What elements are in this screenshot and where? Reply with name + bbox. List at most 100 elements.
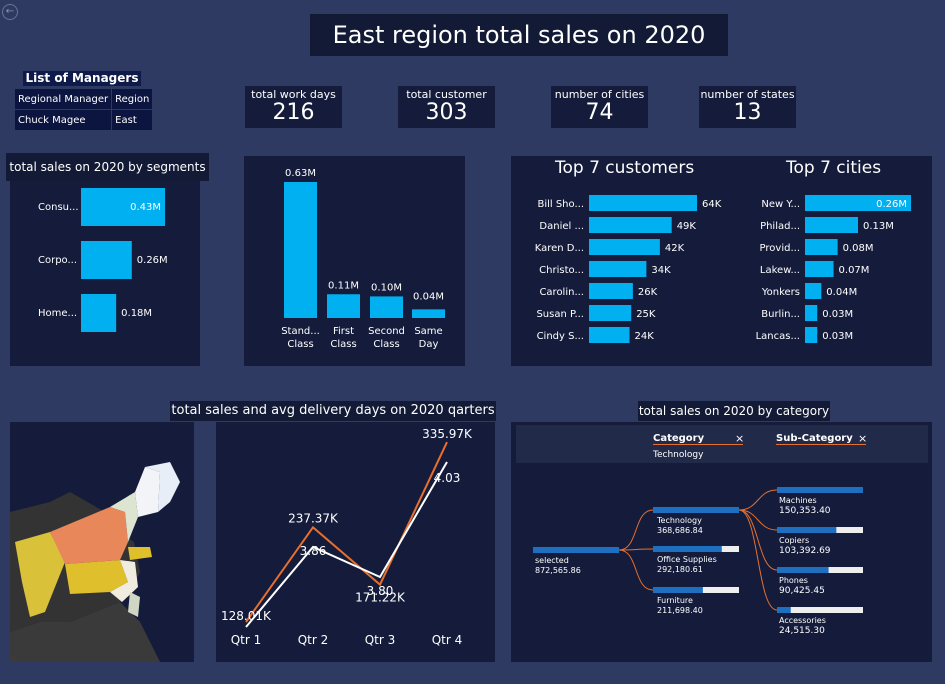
customer-value-label: 34K (651, 265, 671, 276)
decomp-node-label: Furniture (657, 596, 693, 605)
city-value-label: 0.08M (843, 243, 874, 254)
close-icon[interactable]: × (858, 432, 868, 445)
sales-value-label: 335.97K (422, 427, 473, 441)
customer-bar[interactable] (589, 195, 697, 211)
segment-value-label: 0.18M (121, 308, 152, 319)
ship-bar[interactable] (327, 294, 360, 318)
decomp-node-bar[interactable] (653, 546, 722, 552)
customer-bar[interactable] (589, 217, 672, 233)
decomp-node-bar[interactable] (653, 507, 739, 513)
sales-value-label: 171.22K (355, 591, 406, 605)
decomp-node-bar[interactable] (777, 607, 791, 613)
state-shape[interactable] (128, 592, 140, 617)
kpi-states: number of states 13 (699, 86, 796, 128)
state-shape[interactable] (135, 467, 160, 517)
city-label: Yonkers (761, 287, 800, 298)
filter-subcategory-label[interactable]: Sub-Category (776, 433, 866, 445)
city-bar[interactable] (805, 283, 822, 299)
ship-value-label: 0.63M (285, 168, 316, 179)
customer-value-label: 24K (635, 331, 655, 342)
customer-bar[interactable] (589, 261, 647, 277)
customer-value-label: 42K (665, 243, 685, 254)
decomp-link (738, 509, 778, 611)
city-bar[interactable] (805, 195, 911, 211)
quarters-panel (216, 422, 495, 662)
quarters-title: total sales and avg delivery days on 202… (170, 401, 496, 421)
kpi-value: 303 (425, 100, 468, 125)
east-region-map (10, 462, 180, 662)
state-shape[interactable] (110, 492, 138, 542)
customer-label: Susan P... (536, 309, 584, 320)
segment-label: Corpo... (38, 255, 77, 266)
city-bar[interactable] (805, 327, 818, 343)
decomp-node-bar[interactable] (777, 567, 829, 573)
customer-bar[interactable] (589, 327, 630, 343)
customer-label: Karen D... (535, 243, 584, 254)
top-panel (511, 156, 932, 366)
state-shape[interactable] (110, 560, 138, 602)
sales-line[interactable] (245, 441, 448, 623)
kpi-label: number of cities (554, 88, 645, 101)
managers-title: List of Managers (23, 71, 141, 86)
decomp-node-label: Machines (779, 496, 817, 505)
segment-label: Home... (38, 308, 77, 319)
state-shape[interactable] (128, 547, 152, 560)
decomp-node-label: Office Supplies (657, 555, 717, 564)
close-icon[interactable]: × (735, 432, 745, 445)
ship-bar[interactable] (284, 182, 317, 318)
decomp-link (738, 489, 778, 511)
filter-category-label[interactable]: Category (653, 433, 743, 445)
segment-bar[interactable] (81, 241, 132, 279)
delivery-days-line[interactable] (245, 461, 448, 628)
decomp-root-value: 872,565.86 (535, 566, 581, 575)
state-shape[interactable] (65, 560, 128, 594)
customer-bar[interactable] (589, 283, 633, 299)
city-bar[interactable] (805, 261, 834, 277)
state-shape[interactable] (145, 462, 180, 512)
customer-label: Carolin... (539, 287, 584, 298)
segment-bar[interactable] (81, 188, 165, 226)
decomp-node-track[interactable] (777, 607, 863, 613)
segment-value-label: 0.43M (130, 202, 161, 213)
city-label: Burlin... (761, 309, 800, 320)
customer-value-label: 26K (638, 287, 658, 298)
city-bar[interactable] (805, 305, 818, 321)
decomp-link (618, 509, 654, 551)
quarter-label: Qtr 4 (432, 633, 463, 647)
segments-chart: Consu... 0.43M Corpo... 0.26M Home... 0.18M (38, 188, 168, 332)
ship-category-label: Same (414, 326, 442, 337)
managers-header-region: Region (111, 88, 154, 110)
city-value-label: 0.07M (839, 265, 870, 276)
managers-table: Regional Manager Region Chuck Magee East (13, 88, 154, 131)
kpi-label: total customer (406, 88, 487, 101)
ship-category-label: Stand... (281, 326, 320, 337)
cities-title: Top 7 cities (786, 158, 882, 178)
ship-category-label: Second (368, 326, 405, 337)
city-bar[interactable] (805, 217, 858, 233)
decomp-node-bar[interactable] (777, 527, 837, 533)
quarter-label: Qtr 1 (231, 633, 262, 647)
quarter-label: Qtr 2 (298, 633, 329, 647)
state-shape[interactable] (15, 532, 65, 617)
back-arrow-icon[interactable]: ← (2, 4, 18, 20)
segment-bar[interactable] (81, 294, 117, 332)
customer-bar[interactable] (589, 305, 632, 321)
ship-bar[interactable] (370, 296, 403, 318)
delivery-value-label: 3.80 (367, 584, 394, 598)
decomp-node-bar[interactable] (777, 487, 863, 493)
customer-bar[interactable] (589, 239, 660, 255)
sales-value-label: 128.01K (221, 609, 272, 623)
customer-value-label: 25K (636, 309, 656, 320)
decomp-node-bar[interactable] (653, 587, 703, 593)
city-bar[interactable] (805, 239, 838, 255)
decomp-node-value: 211,698.40 (657, 606, 703, 615)
kpi-value: 74 (585, 100, 614, 125)
kpi-value: 13 (733, 100, 762, 125)
decomp-node-label: Copiers (779, 536, 809, 545)
decomp-node-label: Accessories (779, 616, 826, 625)
managers-cell-region: East (111, 109, 154, 131)
ship-bar[interactable] (412, 309, 445, 318)
state-shape[interactable] (50, 507, 128, 564)
decomp-root-bar[interactable] (533, 547, 619, 553)
